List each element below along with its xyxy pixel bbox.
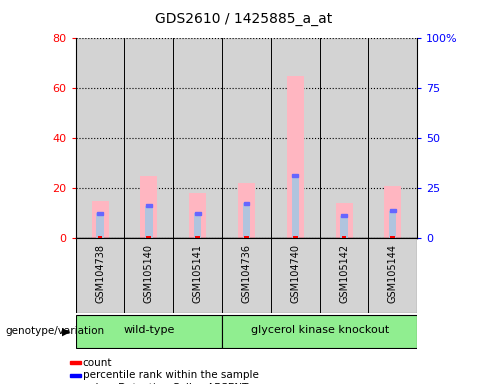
- Text: GSM104738: GSM104738: [95, 244, 105, 303]
- Bar: [146, 235, 151, 238]
- Bar: [141, 176, 157, 238]
- Bar: [70, 374, 81, 377]
- Bar: [76, 38, 124, 238]
- Bar: [341, 216, 348, 238]
- Text: genotype/variation: genotype/variation: [5, 326, 104, 336]
- Text: GSM105142: GSM105142: [339, 244, 349, 303]
- Bar: [124, 238, 173, 313]
- Bar: [195, 212, 201, 215]
- Text: GSM104740: GSM104740: [290, 244, 300, 303]
- Bar: [244, 202, 249, 205]
- Bar: [292, 176, 299, 238]
- FancyBboxPatch shape: [222, 315, 417, 348]
- Bar: [320, 38, 368, 238]
- Bar: [222, 38, 271, 238]
- Text: GSM105141: GSM105141: [193, 244, 203, 303]
- Bar: [173, 38, 222, 238]
- Bar: [271, 238, 320, 313]
- Text: GSM104736: GSM104736: [242, 244, 251, 303]
- Bar: [390, 209, 396, 212]
- Bar: [195, 235, 200, 238]
- Bar: [145, 206, 152, 238]
- Bar: [243, 203, 250, 238]
- Bar: [238, 183, 255, 238]
- Bar: [97, 212, 103, 215]
- FancyBboxPatch shape: [76, 315, 222, 348]
- Bar: [76, 238, 124, 313]
- Bar: [173, 238, 222, 313]
- Text: percentile rank within the sample: percentile rank within the sample: [82, 370, 259, 380]
- Bar: [293, 235, 298, 238]
- Text: count: count: [82, 358, 112, 368]
- Bar: [368, 38, 417, 238]
- Bar: [368, 238, 417, 313]
- Bar: [271, 38, 320, 238]
- Bar: [341, 214, 347, 217]
- Bar: [97, 213, 104, 238]
- Bar: [70, 361, 81, 364]
- Text: GSM105144: GSM105144: [388, 244, 398, 303]
- Bar: [390, 235, 395, 238]
- Bar: [342, 235, 346, 238]
- Bar: [287, 76, 304, 238]
- Bar: [385, 186, 402, 238]
- Text: GSM105140: GSM105140: [144, 244, 154, 303]
- Bar: [124, 38, 173, 238]
- Text: GDS2610 / 1425885_a_at: GDS2610 / 1425885_a_at: [155, 12, 333, 25]
- Bar: [336, 203, 353, 238]
- Text: wild-type: wild-type: [123, 326, 175, 336]
- Text: glycerol kinase knockout: glycerol kinase knockout: [250, 326, 389, 336]
- Text: value, Detection Call = ABSENT: value, Detection Call = ABSENT: [82, 382, 248, 384]
- Bar: [292, 174, 298, 177]
- Bar: [189, 193, 206, 238]
- Bar: [222, 238, 271, 313]
- Bar: [146, 204, 152, 207]
- Bar: [389, 210, 397, 238]
- Bar: [92, 200, 108, 238]
- Bar: [244, 235, 249, 238]
- Text: ▶: ▶: [62, 326, 71, 336]
- Bar: [320, 238, 368, 313]
- Bar: [194, 213, 202, 238]
- Bar: [98, 235, 102, 238]
